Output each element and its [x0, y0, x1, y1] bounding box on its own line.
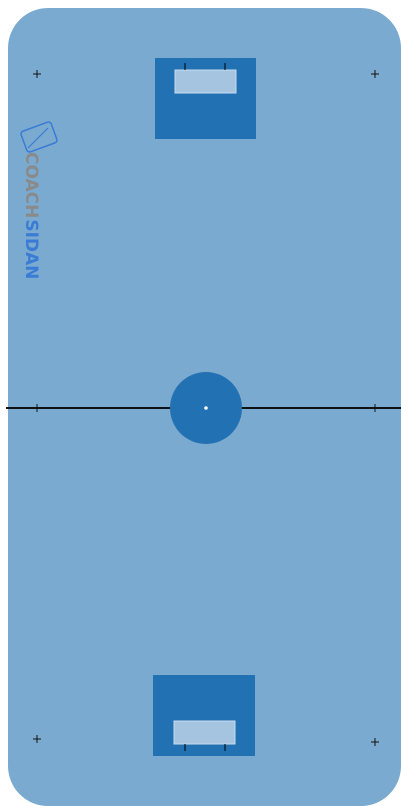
marker [371, 404, 379, 412]
marker [33, 735, 41, 743]
marker [33, 70, 41, 78]
logo: COACH SIDAN [20, 121, 58, 279]
logo-icon-line [27, 127, 49, 149]
marker [33, 404, 41, 412]
markers [33, 70, 379, 746]
marker [371, 70, 379, 78]
logo-text-coach: COACH [21, 152, 41, 218]
goal-top [174, 69, 237, 94]
goal-bottom [173, 720, 236, 745]
center-spot [204, 406, 208, 410]
logo-text-sidan: SIDAN [21, 219, 41, 279]
logo-icon [20, 121, 58, 153]
marker [371, 738, 379, 746]
